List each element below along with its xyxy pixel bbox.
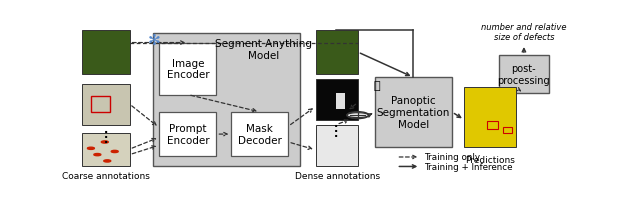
FancyBboxPatch shape — [499, 56, 548, 94]
FancyBboxPatch shape — [83, 133, 129, 166]
Text: Training + Inference: Training + Inference — [424, 162, 512, 171]
Text: .: . — [104, 130, 108, 139]
Text: Predictions: Predictions — [465, 155, 515, 164]
Text: Image
Encoder: Image Encoder — [166, 59, 209, 80]
Text: Segment Anything
Model: Segment Anything Model — [215, 39, 312, 60]
Circle shape — [104, 160, 111, 162]
Text: Mask
Decoder: Mask Decoder — [238, 124, 282, 145]
Circle shape — [88, 147, 94, 150]
Circle shape — [111, 151, 118, 153]
FancyBboxPatch shape — [83, 84, 129, 125]
Text: Dense annotations: Dense annotations — [295, 171, 380, 180]
FancyBboxPatch shape — [316, 79, 358, 120]
FancyBboxPatch shape — [316, 31, 358, 75]
FancyBboxPatch shape — [316, 125, 358, 166]
FancyBboxPatch shape — [159, 43, 216, 95]
FancyBboxPatch shape — [83, 31, 129, 75]
Text: .: . — [334, 128, 339, 138]
Circle shape — [94, 154, 101, 156]
Text: .: . — [104, 134, 108, 144]
FancyBboxPatch shape — [159, 112, 216, 156]
Text: .: . — [334, 123, 339, 133]
Text: Training only: Training only — [424, 153, 480, 162]
Text: ✻: ✻ — [148, 33, 161, 48]
FancyBboxPatch shape — [375, 78, 452, 147]
FancyBboxPatch shape — [154, 34, 300, 166]
Text: post-
processing: post- processing — [498, 64, 550, 85]
Circle shape — [101, 141, 108, 143]
FancyBboxPatch shape — [231, 112, 288, 156]
Circle shape — [347, 112, 369, 119]
FancyBboxPatch shape — [465, 87, 516, 147]
Text: .: . — [104, 125, 108, 135]
FancyBboxPatch shape — [336, 94, 345, 109]
Text: 🔥: 🔥 — [373, 81, 380, 91]
Text: .: . — [334, 119, 339, 128]
Text: Prompt
Encoder: Prompt Encoder — [166, 124, 209, 145]
Text: Panoptic
Segmentation
Model: Panoptic Segmentation Model — [377, 96, 451, 129]
Text: number and relative
size of defects: number and relative size of defects — [481, 23, 566, 42]
Text: Coarse annotations: Coarse annotations — [62, 171, 150, 180]
